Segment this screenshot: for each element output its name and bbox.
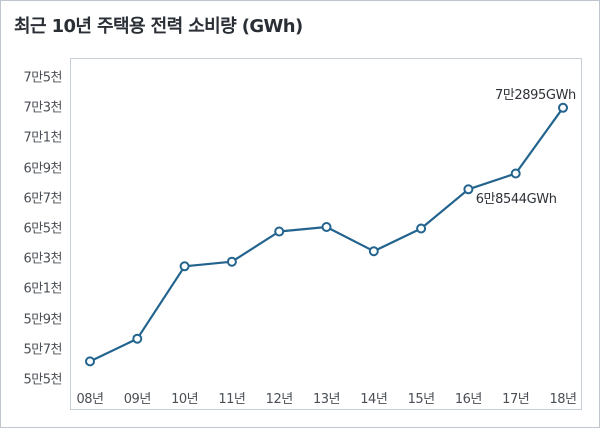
y-tick-label: 5만7천 [23, 342, 63, 358]
x-tick-label: 15년 [407, 392, 436, 407]
y-tick-label: 7만3천 [23, 100, 63, 116]
x-tick-label: 14년 [360, 392, 388, 407]
y-tick-label: 7만5천 [23, 70, 63, 86]
y-tick-label: 5만5천 [23, 372, 63, 388]
y-tick-label: 6만1천 [23, 281, 63, 297]
annotation-2018-value: 7만2895GWh [495, 87, 576, 103]
x-tick-label: 18년 [549, 392, 577, 407]
x-tick-label: 08년 [76, 392, 104, 407]
y-tick-label: 7만1천 [23, 130, 63, 146]
y-tick-label: 5만9천 [23, 312, 63, 328]
x-tick-label: 17년 [502, 392, 530, 407]
chart-title: 최근 10년 주택용 전력 소비량 (GWh) [14, 16, 303, 37]
y-tick-label: 6만9천 [23, 161, 63, 177]
y-tick-label: 6만3천 [23, 251, 63, 267]
y-tick-label: 6만7천 [23, 191, 63, 207]
y-tick-label: 6만5천 [23, 221, 63, 237]
plot-area [70, 58, 582, 410]
x-tick-label: 12년 [265, 392, 294, 407]
annotation-2017-value: 6만8544GWh [475, 192, 557, 208]
x-tick-label: 09년 [123, 392, 152, 407]
x-tick-label: 10년 [171, 392, 199, 407]
x-tick-label: 16년 [454, 392, 483, 407]
x-tick-label: 13년 [312, 392, 341, 407]
x-tick-label: 11년 [218, 392, 246, 407]
